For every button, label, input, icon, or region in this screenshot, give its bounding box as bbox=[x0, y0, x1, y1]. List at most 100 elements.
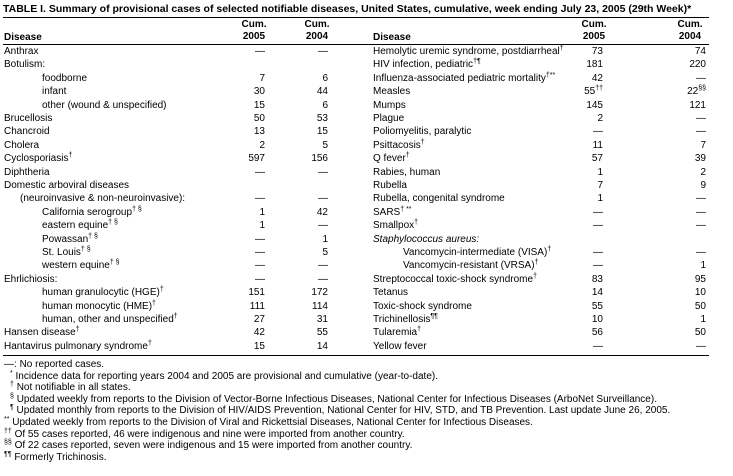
footnote: ** Updated weekly from reports to the Di… bbox=[4, 416, 533, 429]
disease-text: Ehrlichiosis: bbox=[4, 273, 58, 285]
count-value: 83 bbox=[591, 273, 603, 285]
count-cell: 55 bbox=[523, 301, 603, 313]
count-value: — bbox=[593, 247, 603, 258]
count-cell: 14 bbox=[248, 341, 328, 353]
footnote-text: Not notifiable in all states. bbox=[16, 382, 131, 394]
disease-name: Measles bbox=[373, 86, 410, 98]
disease-name: Rubella bbox=[373, 180, 407, 192]
count-value: — bbox=[696, 340, 706, 352]
count-value: 2 bbox=[700, 166, 706, 178]
disease-text: Domestic arboviral diseases bbox=[4, 180, 130, 191]
disease-text: Powassan bbox=[42, 233, 89, 245]
count-value: — bbox=[255, 233, 265, 245]
disease-name: Psittacosis† bbox=[373, 139, 425, 152]
count-cell: 2 bbox=[523, 113, 603, 125]
disease-name: Vancomycin-intermediate (VISA)† bbox=[403, 246, 552, 259]
count-value: 145 bbox=[586, 99, 603, 111]
footnote-marker: † § bbox=[88, 232, 98, 240]
disease-name: Chancroid bbox=[4, 126, 50, 138]
footnote-marker: † bbox=[547, 246, 552, 253]
disease-text: infant bbox=[42, 86, 67, 98]
disease-text: Toxic-shock syndrome bbox=[373, 300, 472, 312]
count-value: 55 bbox=[316, 327, 328, 339]
count-cell: — bbox=[626, 247, 706, 259]
count-value: 39 bbox=[694, 153, 706, 165]
count-cell: 55 bbox=[248, 327, 328, 339]
footnote-symbol: § bbox=[10, 392, 14, 400]
count-cell: — bbox=[248, 167, 328, 179]
count-cell: — bbox=[626, 126, 706, 138]
footnote: ¶ Updated monthly from reports to the Di… bbox=[4, 404, 670, 417]
count-cell: — bbox=[523, 207, 603, 219]
disease-text: California serogroup bbox=[42, 206, 133, 218]
count-value: — bbox=[318, 273, 328, 285]
count-cell: 50 bbox=[626, 301, 706, 313]
count-cell: 181 bbox=[523, 59, 603, 71]
disease-name: Vancomycin-resistant (VRSA)† bbox=[403, 259, 538, 272]
count-cell: — bbox=[523, 260, 603, 272]
disease-text: eastern equine bbox=[42, 220, 109, 232]
disease-name: Brucellosis bbox=[4, 113, 52, 125]
count-value: — bbox=[593, 260, 603, 272]
count-value: — bbox=[696, 206, 706, 218]
count-value: — bbox=[696, 247, 706, 258]
disease-text: Trichinellosis bbox=[373, 314, 431, 325]
count-cell: — bbox=[626, 193, 706, 205]
count-cell: 5 bbox=[248, 140, 328, 152]
disease-text: Brucellosis bbox=[4, 113, 53, 124]
count-value: 14 bbox=[316, 340, 328, 352]
count-cell: 50 bbox=[185, 113, 265, 125]
count-cell: 74 bbox=[626, 46, 706, 58]
count-value: 1 bbox=[597, 193, 603, 205]
disease-text: Hemolytic uremic syndrome, postdiarrheal bbox=[373, 46, 560, 57]
count-cell: — bbox=[248, 46, 328, 58]
disease-name: western equine† § bbox=[42, 259, 120, 272]
count-cell: 83 bbox=[523, 274, 603, 286]
count-value: — bbox=[318, 166, 328, 178]
count-cell: 39 bbox=[626, 153, 706, 165]
top-rule bbox=[3, 17, 709, 18]
count-value: 114 bbox=[312, 300, 328, 312]
count-cell: — bbox=[248, 193, 328, 205]
disease-name: Powassan† § bbox=[42, 232, 98, 246]
footnote-symbol: —: bbox=[4, 359, 17, 370]
count-value: 50 bbox=[694, 327, 706, 339]
count-value: 181 bbox=[586, 59, 603, 71]
count-cell: — bbox=[626, 207, 706, 219]
disease-name: Hemolytic uremic syndrome, postdiarrheal… bbox=[373, 45, 564, 58]
footnote-marker: † ** bbox=[400, 205, 412, 213]
count-value: 27 bbox=[253, 314, 265, 325]
count-value: 73 bbox=[591, 46, 603, 57]
disease-name: Rubella, congenital syndrome bbox=[373, 193, 505, 205]
disease-name: Yellow fever bbox=[373, 341, 427, 353]
disease-name: human monocytic (HME)† bbox=[42, 299, 156, 313]
count-value: — bbox=[318, 46, 328, 57]
count-cell: — bbox=[248, 220, 328, 232]
disease-text: Vancomycin-intermediate (VISA) bbox=[403, 247, 548, 258]
count-value: 50 bbox=[694, 300, 706, 312]
count-cell: 22§§ bbox=[626, 85, 706, 98]
disease-name: HIV infection, pediatric†¶ bbox=[373, 58, 481, 71]
count-value: — bbox=[255, 273, 265, 285]
count-value: — bbox=[255, 166, 265, 178]
footnote-text: Updated weekly from reports to the Divis… bbox=[12, 417, 533, 428]
count-cell: 50 bbox=[626, 327, 706, 339]
count-value: — bbox=[593, 206, 603, 218]
count-cell: 6 bbox=[248, 100, 328, 112]
footnote-symbol: †† bbox=[4, 427, 12, 435]
count-cell: — bbox=[248, 274, 328, 286]
disease-text: Botulism: bbox=[4, 59, 46, 71]
count-cell: — bbox=[185, 274, 265, 286]
count-value: 14 bbox=[591, 287, 603, 299]
disease-text: Tetanus bbox=[373, 287, 409, 299]
count-value: 121 bbox=[689, 99, 706, 111]
footnote-marker: † bbox=[152, 299, 156, 307]
count-value: — bbox=[255, 247, 265, 258]
count-cell: — bbox=[523, 126, 603, 138]
disease-text: Vancomycin-resistant (VRSA) bbox=[403, 260, 535, 272]
disease-text: foodborne bbox=[42, 72, 88, 84]
disease-text: Plague bbox=[373, 113, 405, 124]
footnote-marker: † bbox=[417, 326, 421, 334]
count-value: 7 bbox=[597, 180, 603, 191]
